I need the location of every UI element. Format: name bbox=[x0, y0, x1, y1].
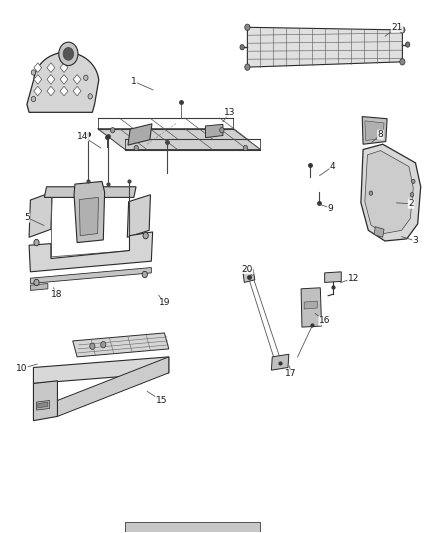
Polygon shape bbox=[29, 232, 152, 272]
Circle shape bbox=[134, 146, 138, 151]
Polygon shape bbox=[304, 301, 317, 309]
Polygon shape bbox=[205, 124, 223, 138]
Text: 21: 21 bbox=[392, 23, 403, 32]
Polygon shape bbox=[73, 333, 169, 357]
Text: 12: 12 bbox=[348, 273, 359, 282]
Circle shape bbox=[400, 59, 405, 65]
Text: 18: 18 bbox=[51, 289, 62, 298]
Polygon shape bbox=[125, 522, 261, 532]
Polygon shape bbox=[272, 354, 289, 370]
Circle shape bbox=[31, 70, 35, 75]
Polygon shape bbox=[30, 284, 48, 290]
Polygon shape bbox=[38, 402, 48, 408]
Text: 1: 1 bbox=[131, 77, 137, 86]
Circle shape bbox=[84, 75, 88, 80]
Polygon shape bbox=[57, 357, 169, 416]
Text: 5: 5 bbox=[24, 213, 30, 222]
Polygon shape bbox=[365, 121, 384, 141]
Polygon shape bbox=[36, 400, 49, 410]
Circle shape bbox=[406, 42, 410, 47]
Polygon shape bbox=[325, 272, 341, 282]
Circle shape bbox=[101, 342, 106, 348]
Text: 8: 8 bbox=[378, 130, 383, 139]
Text: 2: 2 bbox=[408, 199, 414, 208]
Polygon shape bbox=[301, 288, 321, 327]
Polygon shape bbox=[365, 151, 413, 233]
Polygon shape bbox=[79, 197, 99, 236]
Circle shape bbox=[59, 42, 78, 66]
Polygon shape bbox=[27, 52, 99, 112]
Polygon shape bbox=[33, 357, 169, 383]
Polygon shape bbox=[44, 187, 136, 197]
Text: 14: 14 bbox=[77, 132, 88, 141]
Text: 17: 17 bbox=[285, 369, 297, 378]
Polygon shape bbox=[47, 86, 55, 96]
Polygon shape bbox=[47, 63, 55, 72]
Polygon shape bbox=[247, 27, 403, 67]
Polygon shape bbox=[34, 63, 42, 72]
Circle shape bbox=[110, 127, 115, 133]
Circle shape bbox=[142, 271, 148, 278]
Circle shape bbox=[412, 179, 415, 183]
Polygon shape bbox=[47, 75, 55, 84]
Polygon shape bbox=[361, 144, 421, 241]
Circle shape bbox=[369, 191, 373, 195]
Circle shape bbox=[243, 146, 247, 151]
Text: 19: 19 bbox=[159, 298, 170, 307]
Text: 3: 3 bbox=[413, 237, 418, 246]
Text: 13: 13 bbox=[224, 108, 236, 117]
Circle shape bbox=[63, 47, 74, 60]
Text: 20: 20 bbox=[242, 265, 253, 273]
Text: 4: 4 bbox=[330, 162, 336, 171]
Circle shape bbox=[90, 343, 95, 350]
Circle shape bbox=[34, 279, 39, 286]
Text: 10: 10 bbox=[16, 364, 28, 373]
Text: 9: 9 bbox=[328, 204, 333, 213]
Circle shape bbox=[245, 64, 250, 70]
Polygon shape bbox=[29, 192, 52, 237]
Polygon shape bbox=[30, 268, 151, 284]
Circle shape bbox=[143, 232, 148, 239]
Circle shape bbox=[400, 27, 405, 33]
Polygon shape bbox=[33, 381, 57, 421]
Circle shape bbox=[240, 45, 244, 50]
Circle shape bbox=[219, 127, 224, 133]
Polygon shape bbox=[128, 124, 152, 145]
Polygon shape bbox=[60, 86, 68, 96]
Circle shape bbox=[410, 192, 414, 197]
Polygon shape bbox=[374, 227, 384, 237]
Text: 15: 15 bbox=[155, 396, 167, 405]
Circle shape bbox=[88, 94, 92, 99]
Polygon shape bbox=[98, 128, 261, 150]
Polygon shape bbox=[73, 86, 81, 96]
Text: 16: 16 bbox=[319, 316, 330, 325]
Polygon shape bbox=[60, 75, 68, 84]
Polygon shape bbox=[127, 195, 150, 237]
Polygon shape bbox=[60, 63, 68, 72]
Polygon shape bbox=[34, 86, 42, 96]
Circle shape bbox=[245, 24, 250, 30]
Polygon shape bbox=[243, 269, 255, 282]
Polygon shape bbox=[34, 75, 42, 84]
Polygon shape bbox=[73, 75, 81, 84]
Polygon shape bbox=[362, 117, 387, 144]
Circle shape bbox=[31, 96, 35, 102]
Circle shape bbox=[34, 239, 39, 246]
Polygon shape bbox=[74, 181, 105, 243]
